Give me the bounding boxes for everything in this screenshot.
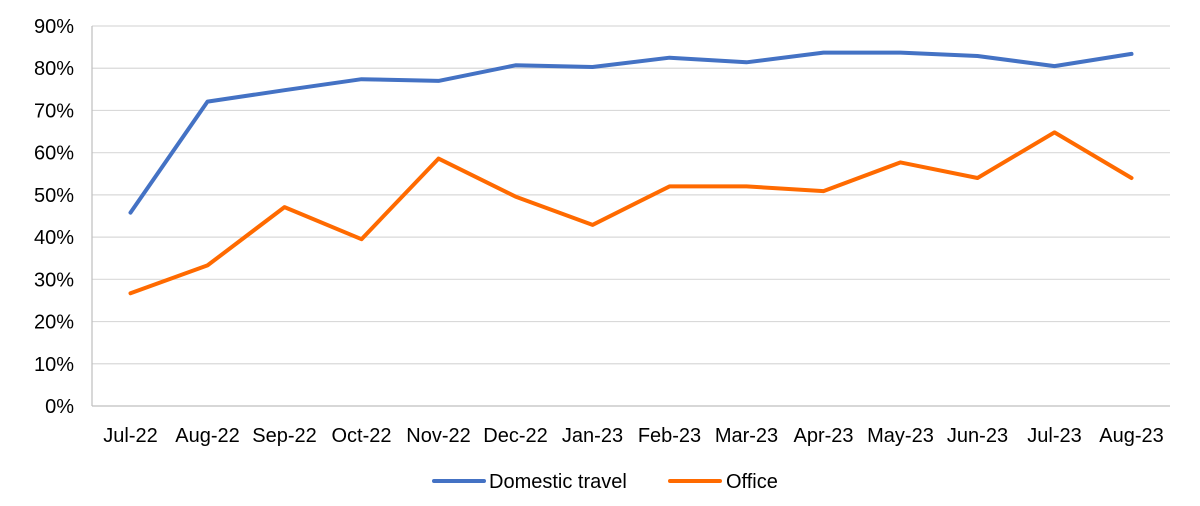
x-tick-label: Apr-23 bbox=[793, 425, 853, 447]
x-tick-label: Mar-23 bbox=[715, 425, 778, 447]
y-tick-label: 70% bbox=[34, 100, 74, 122]
legend-label-domestic-travel: Domestic travel bbox=[489, 471, 627, 493]
y-tick-label: 90% bbox=[34, 16, 74, 38]
axes bbox=[91, 26, 1170, 407]
x-axis-tick-labels: Jul-22 Aug-22 Sep-22 Oct-22 Nov-22 Dec-22 Jan-… bbox=[103, 425, 1163, 447]
x-tick-label: Jul-22 bbox=[103, 425, 157, 447]
x-tick-label: Jul-23 bbox=[1027, 425, 1081, 447]
x-tick-label: Feb-23 bbox=[638, 425, 701, 447]
y-tick-label: 20% bbox=[34, 312, 74, 334]
y-axis-tick-labels: 0% 10% 20% 30% 40% 50% 60% 70% 80% 90% bbox=[34, 16, 74, 418]
legend: Domestic travel Office bbox=[432, 471, 778, 493]
x-tick-label: Jun-23 bbox=[947, 425, 1008, 447]
x-tick-label: Jan-23 bbox=[562, 425, 623, 447]
legend-label-office: Office bbox=[726, 471, 778, 493]
series-line-domestic-travel bbox=[128, 50, 1134, 215]
x-tick-label: Dec-22 bbox=[483, 425, 547, 447]
y-tick-label: 50% bbox=[34, 185, 74, 207]
gridlines bbox=[92, 25, 1170, 365]
y-tick-label: 40% bbox=[34, 227, 74, 249]
y-tick-label: 30% bbox=[34, 269, 74, 291]
y-tick-label: 60% bbox=[34, 143, 74, 165]
series-line-office bbox=[128, 130, 1134, 296]
x-tick-label: May-23 bbox=[867, 425, 934, 447]
y-tick-label: 0% bbox=[45, 396, 74, 418]
series-lines bbox=[128, 50, 1134, 296]
x-tick-label: Aug-22 bbox=[175, 425, 240, 447]
x-tick-label: Sep-22 bbox=[252, 425, 317, 447]
y-tick-label: 80% bbox=[34, 58, 74, 80]
y-tick-label: 10% bbox=[34, 354, 74, 376]
x-tick-label: Nov-22 bbox=[406, 425, 470, 447]
x-tick-label: Oct-22 bbox=[331, 425, 391, 447]
x-tick-label: Aug-23 bbox=[1099, 425, 1164, 447]
